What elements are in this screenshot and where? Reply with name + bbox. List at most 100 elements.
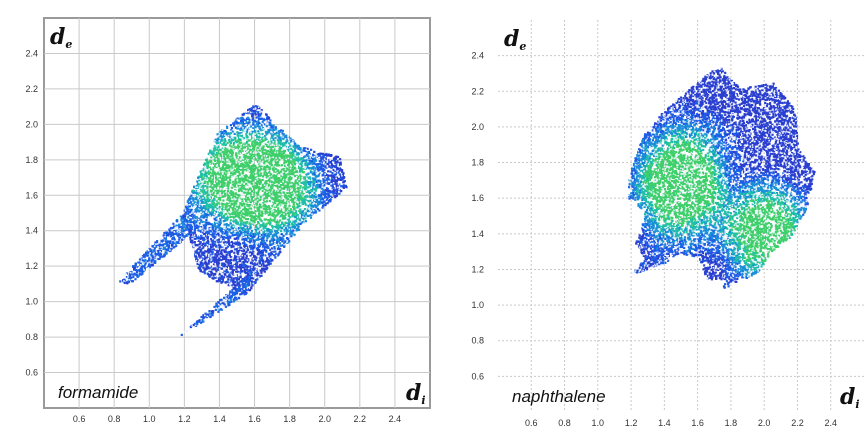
fingerprint-point bbox=[248, 274, 251, 277]
fingerprint-point bbox=[211, 234, 214, 237]
fingerprint-point bbox=[215, 172, 218, 175]
fingerprint-point bbox=[322, 168, 325, 171]
fingerprint-point bbox=[222, 236, 225, 239]
fingerprint-point bbox=[254, 131, 257, 134]
fingerprint-point bbox=[221, 235, 224, 239]
fingerprint-point bbox=[250, 273, 253, 276]
fingerprint-point bbox=[243, 258, 246, 261]
fingerprint-point bbox=[303, 214, 306, 217]
fingerprint-point bbox=[304, 147, 307, 150]
fingerprint-point bbox=[258, 237, 261, 240]
fingerprint-point bbox=[237, 132, 240, 135]
fingerprint-point bbox=[226, 206, 229, 209]
fingerprint-point bbox=[226, 182, 229, 185]
fingerprint-point bbox=[214, 195, 217, 198]
fingerprint-point bbox=[262, 154, 265, 157]
fingerprint-point bbox=[259, 198, 262, 202]
fingerprint-point bbox=[261, 259, 264, 262]
fingerprint-point bbox=[198, 197, 201, 200]
fingerprint-point bbox=[299, 176, 302, 179]
fingerprint-point bbox=[263, 200, 266, 203]
fingerprint-point bbox=[196, 205, 199, 208]
fingerprint-point bbox=[286, 185, 289, 188]
fingerprint-point bbox=[325, 195, 328, 199]
fingerprint-point bbox=[240, 189, 243, 192]
fingerprint-point bbox=[287, 194, 290, 197]
fingerprint-point bbox=[256, 147, 259, 150]
fingerprint-point bbox=[251, 236, 254, 239]
fingerprint-point bbox=[265, 264, 268, 267]
fingerprint-point bbox=[307, 172, 310, 175]
fingerprint-point bbox=[218, 229, 221, 232]
fingerprint-point bbox=[188, 205, 192, 208]
fingerprint-point bbox=[212, 203, 215, 206]
fingerprint-point bbox=[268, 208, 271, 211]
fingerprint-point bbox=[214, 230, 217, 233]
fingerprint-point bbox=[231, 167, 234, 170]
fingerprint-point bbox=[257, 238, 260, 241]
fingerprint-point bbox=[259, 214, 262, 217]
fingerprint-point bbox=[203, 215, 206, 218]
fingerprint-point bbox=[277, 252, 280, 255]
fingerprint-point bbox=[233, 205, 236, 208]
fingerprint-point bbox=[272, 139, 275, 142]
fingerprint-point bbox=[287, 148, 290, 151]
fingerprint-point bbox=[235, 248, 238, 251]
fingerprint-point bbox=[186, 200, 190, 203]
fingerprint-point bbox=[206, 239, 210, 242]
fingerprint-point bbox=[260, 225, 263, 228]
fingerprint-point bbox=[263, 123, 266, 126]
fingerprint-point bbox=[234, 172, 237, 175]
fingerprint-point bbox=[240, 249, 243, 253]
fingerprint-point bbox=[202, 213, 205, 216]
fingerprint-point bbox=[278, 184, 281, 187]
fingerprint-point bbox=[327, 161, 330, 164]
fingerprint-point bbox=[232, 156, 235, 159]
fingerprint-point bbox=[287, 162, 290, 165]
fingerprint-point bbox=[186, 219, 189, 222]
fingerprint-point bbox=[246, 268, 249, 271]
fingerprint-point bbox=[249, 208, 252, 211]
fingerprint-point bbox=[235, 205, 238, 208]
fingerprint-point bbox=[275, 239, 279, 242]
fingerprint-point bbox=[236, 148, 239, 151]
fingerprint-point bbox=[218, 224, 222, 227]
fingerprint-point bbox=[266, 164, 269, 167]
fingerprint-point bbox=[241, 264, 244, 267]
fingerprint-point bbox=[233, 237, 236, 240]
fingerprint-point bbox=[281, 129, 284, 132]
fingerprint-point bbox=[261, 117, 264, 120]
fingerprint-point bbox=[224, 213, 227, 216]
fingerprint-point bbox=[258, 142, 261, 145]
fingerprint-point bbox=[273, 246, 276, 249]
fingerprint-point bbox=[183, 213, 186, 216]
fingerprint-point bbox=[261, 262, 264, 265]
fingerprint-point bbox=[230, 256, 233, 259]
fingerprint-point bbox=[294, 216, 297, 219]
fingerprint-point bbox=[281, 200, 284, 203]
fingerprint-point bbox=[268, 145, 271, 148]
fingerprint-point bbox=[183, 217, 186, 220]
fingerprint-point bbox=[232, 279, 235, 282]
fingerprint-point bbox=[295, 220, 298, 223]
fingerprint-point bbox=[209, 265, 212, 268]
fingerprint-point bbox=[272, 174, 276, 177]
fingerprint-point bbox=[266, 267, 269, 270]
fingerprint-point bbox=[262, 117, 265, 120]
fingerprint-point bbox=[275, 177, 278, 180]
fingerprint-point bbox=[223, 172, 226, 176]
fingerprint-point bbox=[336, 190, 339, 193]
fingerprint-point bbox=[255, 120, 258, 123]
fingerprint-point bbox=[276, 223, 279, 226]
fingerprint-point bbox=[298, 199, 301, 202]
fingerprint-point bbox=[284, 240, 287, 243]
fingerprint-point bbox=[250, 262, 253, 265]
fingerprint-point bbox=[245, 227, 248, 230]
fingerprint-point bbox=[222, 216, 225, 219]
fingerprint-point bbox=[271, 131, 274, 134]
fingerprint-point bbox=[230, 150, 233, 153]
fingerprint-point bbox=[216, 157, 219, 161]
fingerprint-point bbox=[273, 213, 276, 216]
fingerprint-point bbox=[273, 142, 276, 145]
fingerprint-point bbox=[229, 132, 233, 135]
